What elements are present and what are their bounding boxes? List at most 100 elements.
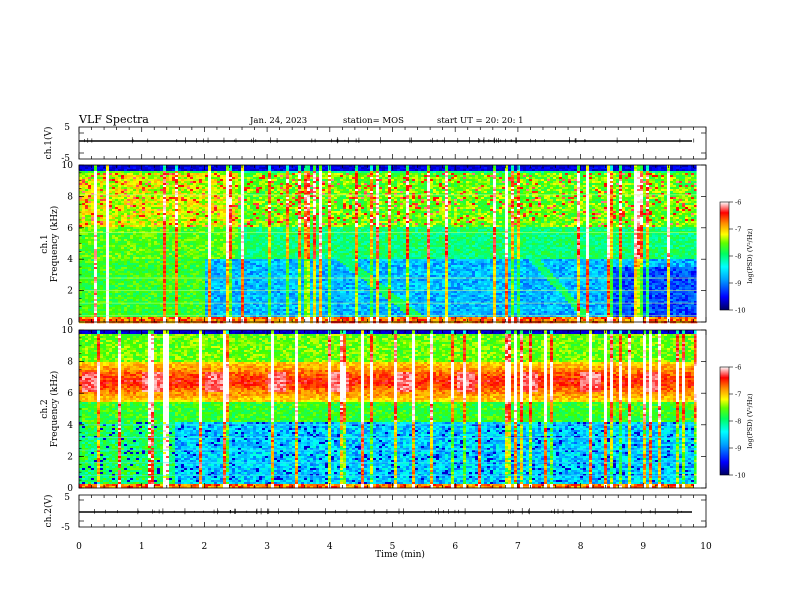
spectrogram-cell xyxy=(121,287,124,289)
spectrogram-cell xyxy=(256,179,259,181)
spectrogram-cell xyxy=(202,233,205,235)
spectrogram-cell xyxy=(256,285,259,287)
spectrogram-cell xyxy=(205,281,208,283)
spectrogram-cell xyxy=(256,213,259,215)
spectrogram-cell xyxy=(97,281,100,283)
spectrogram-cell xyxy=(208,255,211,257)
spectrogram-cell xyxy=(244,283,247,285)
spectrogram-cell xyxy=(169,207,172,209)
spectrogram-cell xyxy=(127,171,130,173)
spectrogram-cell xyxy=(226,273,229,275)
spectrogram-cell xyxy=(241,171,244,173)
spectrogram-cell xyxy=(100,299,103,301)
spectrogram-cell xyxy=(229,229,232,231)
spectrogram-cell xyxy=(205,233,208,235)
spectrogram-cell xyxy=(127,233,130,235)
spectrogram-cell xyxy=(91,233,94,235)
spectrogram-cell xyxy=(238,311,241,313)
spectrogram-cell xyxy=(184,175,187,177)
spectrogram-cell xyxy=(241,169,244,171)
spectrogram-cell xyxy=(166,195,169,197)
spectrogram-cell xyxy=(211,253,214,255)
spectrogram-cell xyxy=(169,183,172,185)
spectrogram-cell xyxy=(211,299,214,301)
spectrogram-cell xyxy=(91,255,94,257)
spectrogram-cell xyxy=(121,235,124,237)
spectrogram-cell xyxy=(259,283,262,285)
spectrogram-cell xyxy=(229,215,232,217)
spectrogram-cell xyxy=(244,171,247,173)
spectrogram-cell xyxy=(79,241,82,243)
spectrogram-cell xyxy=(160,203,163,205)
spectrogram-cell xyxy=(250,177,253,179)
spectrogram-cell xyxy=(145,247,148,249)
spectrogram-cell xyxy=(226,187,229,189)
spectrogram-cell xyxy=(91,265,94,267)
spectrogram-cell xyxy=(166,209,169,211)
spectrogram-cell xyxy=(166,181,169,183)
spectrogram-cell xyxy=(163,225,166,227)
spectrogram-cell xyxy=(85,229,88,231)
spectrogram-cell xyxy=(244,211,247,213)
spectrogram-cell xyxy=(94,237,97,239)
spectrogram-cell xyxy=(244,181,247,183)
spectrogram-cell xyxy=(160,219,163,221)
spectrogram-cell xyxy=(253,185,256,187)
spectrogram-cell xyxy=(163,307,166,309)
spectrogram-cell xyxy=(112,259,115,261)
spectrogram-cell xyxy=(121,203,124,205)
spectrogram-cell xyxy=(130,227,133,229)
spectrogram-cell xyxy=(142,223,145,225)
spectrogram-cell xyxy=(220,307,223,309)
spectrogram-cell xyxy=(94,287,97,289)
spectrogram-cell xyxy=(241,215,244,217)
spectrogram-cell xyxy=(232,239,235,241)
spectrogram-cell xyxy=(85,307,88,309)
spectrogram-cell xyxy=(238,205,241,207)
spectrogram-cell xyxy=(82,173,85,175)
spectrogram-cell xyxy=(202,167,205,169)
spectrogram-cell xyxy=(214,183,217,185)
spectrogram-cell xyxy=(151,267,154,269)
spectrogram-cell xyxy=(142,225,145,227)
spectrogram-cell xyxy=(220,265,223,267)
spectrogram-cell xyxy=(196,243,199,245)
spectrogram-cell xyxy=(121,295,124,297)
spectrogram-cell xyxy=(223,199,226,201)
spectrogram-cell xyxy=(166,217,169,219)
spectrogram-cell xyxy=(202,229,205,231)
spectrogram-cell xyxy=(142,259,145,261)
spectrogram-cell xyxy=(220,213,223,215)
spectrogram-cell xyxy=(217,211,220,213)
spectrogram-cell xyxy=(85,213,88,215)
spectrogram-cell xyxy=(79,253,82,255)
spectrogram-cell xyxy=(169,229,172,231)
spectrogram-cell xyxy=(91,205,94,207)
spectrogram-cell xyxy=(208,261,211,263)
spectrogram-cell xyxy=(253,181,256,183)
spectrogram-cell xyxy=(232,181,235,183)
spectrogram-cell xyxy=(127,259,130,261)
spectrogram-cell xyxy=(241,305,244,307)
spectrogram-cell xyxy=(181,211,184,213)
spectrogram-cell xyxy=(217,249,220,251)
spectrogram-cell xyxy=(178,203,181,205)
spectrogram-cell xyxy=(94,251,97,253)
spectrogram-cell xyxy=(247,199,250,201)
spectrogram-cell xyxy=(166,291,169,293)
ch1-wave-ytick-top: 5 xyxy=(64,123,70,133)
spectrogram-cell xyxy=(139,263,142,265)
spectrogram-cell xyxy=(205,177,208,179)
spectrogram-cell xyxy=(169,205,172,207)
spectrogram-cell xyxy=(94,173,97,175)
spectrogram-cell xyxy=(214,249,217,251)
spectrogram-cell xyxy=(106,255,109,257)
spectrogram-cell xyxy=(238,241,241,243)
spectrogram-cell xyxy=(238,233,241,235)
spectrogram-cell xyxy=(130,217,133,219)
spectrogram-cell xyxy=(85,169,88,171)
spectrogram-cell xyxy=(226,203,229,205)
spectrogram-cell xyxy=(121,175,124,177)
spectrogram-cell xyxy=(193,169,196,171)
spectrogram-cell xyxy=(121,171,124,173)
